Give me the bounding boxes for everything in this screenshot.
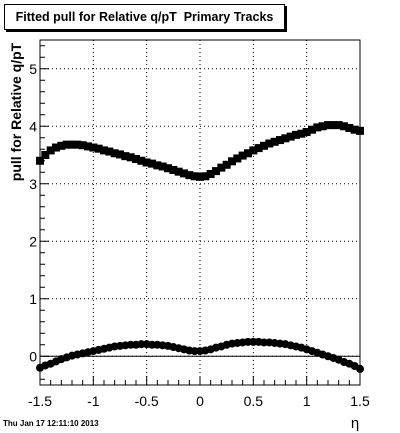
square-marker-series — [36, 121, 364, 181]
square-data-point — [190, 172, 199, 181]
circle-marker-series — [36, 337, 364, 373]
square-data-point — [41, 151, 50, 159]
y-tick-label: 2 — [29, 233, 37, 249]
square-data-point — [196, 172, 204, 181]
square-data-point — [148, 159, 156, 168]
tick-labels: -1.5 -1 -0.5 0 0.5 1 1.5 0 1 2 3 4 5 — [28, 61, 370, 409]
square-data-point — [46, 146, 55, 155]
square-data-point — [260, 141, 268, 150]
square-data-point — [308, 125, 316, 134]
y-tick-label: 1 — [29, 291, 37, 307]
square-data-point — [132, 155, 140, 164]
square-data-point — [329, 121, 338, 130]
square-data-point — [238, 151, 247, 160]
square-data-point — [313, 123, 322, 132]
square-data-point — [222, 160, 231, 169]
square-data-point — [89, 143, 98, 152]
x-tick-label: 0.5 — [244, 393, 264, 409]
square-data-point — [345, 123, 354, 132]
square-data-point — [297, 129, 306, 138]
square-data-point — [212, 167, 220, 176]
chart-title: Fitted pull for Relative q/pT Primary Tr… — [4, 4, 285, 30]
square-data-point — [244, 149, 252, 158]
square-data-point — [233, 154, 242, 163]
y-axis-title: pull for Relative q/pT — [8, 42, 24, 181]
data-points — [36, 121, 364, 373]
square-data-point — [228, 157, 236, 166]
square-data-point — [68, 140, 76, 149]
y-tick-label: 0 — [29, 348, 37, 364]
square-data-point — [249, 146, 258, 155]
square-data-point — [137, 156, 146, 165]
square-data-point — [350, 125, 359, 134]
x-tick-label: -0.5 — [135, 393, 159, 409]
square-data-point — [158, 162, 167, 171]
square-data-point — [57, 141, 66, 150]
square-data-point — [324, 121, 332, 130]
square-data-point — [94, 144, 103, 153]
square-data-point — [185, 171, 194, 180]
y-tick-label: 3 — [29, 176, 37, 192]
square-data-point — [265, 139, 274, 148]
x-tick-label: 0 — [196, 393, 204, 409]
square-data-point — [286, 132, 295, 141]
square-data-point — [356, 126, 364, 135]
square-data-point — [100, 146, 108, 155]
square-data-point — [142, 158, 151, 167]
square-data-point — [180, 169, 188, 178]
x-tick-label: -1 — [87, 393, 100, 409]
square-data-point — [126, 153, 135, 162]
square-data-point — [334, 121, 343, 130]
x-axis-title: η — [351, 415, 359, 432]
square-data-point — [206, 169, 215, 178]
x-tick-label: 1.5 — [350, 393, 370, 409]
square-data-point — [281, 134, 290, 143]
square-data-point — [84, 142, 92, 151]
footer-timestamp: Thu Jan 17 12:11:10 2013 — [3, 419, 99, 428]
square-data-point — [153, 161, 162, 170]
square-data-point — [78, 141, 87, 150]
square-data-point — [302, 128, 311, 136]
square-data-point — [121, 152, 130, 161]
y-tick-label: 4 — [29, 118, 37, 134]
square-data-point — [292, 130, 300, 139]
square-data-point — [36, 156, 44, 165]
tick-marks — [39, 45, 361, 385]
square-data-point — [110, 149, 119, 158]
square-data-point — [164, 164, 172, 173]
circle-data-point — [356, 364, 364, 373]
square-data-point — [116, 150, 124, 159]
square-data-point — [340, 122, 348, 131]
square-data-point — [73, 140, 82, 149]
x-tick-label: -1.5 — [28, 393, 52, 409]
square-data-point — [105, 147, 114, 156]
square-data-point — [217, 163, 226, 172]
square-data-point — [174, 167, 183, 176]
grid — [40, 40, 360, 385]
square-data-point — [201, 172, 210, 181]
square-data-point — [270, 137, 279, 146]
square-data-point — [276, 136, 284, 145]
square-data-point — [169, 165, 178, 174]
square-data-point — [318, 122, 327, 131]
square-data-point — [254, 144, 263, 153]
y-tick-label: 5 — [29, 61, 37, 77]
x-tick-label: 1 — [303, 393, 311, 409]
square-data-point — [62, 140, 71, 149]
square-data-point — [52, 143, 60, 152]
